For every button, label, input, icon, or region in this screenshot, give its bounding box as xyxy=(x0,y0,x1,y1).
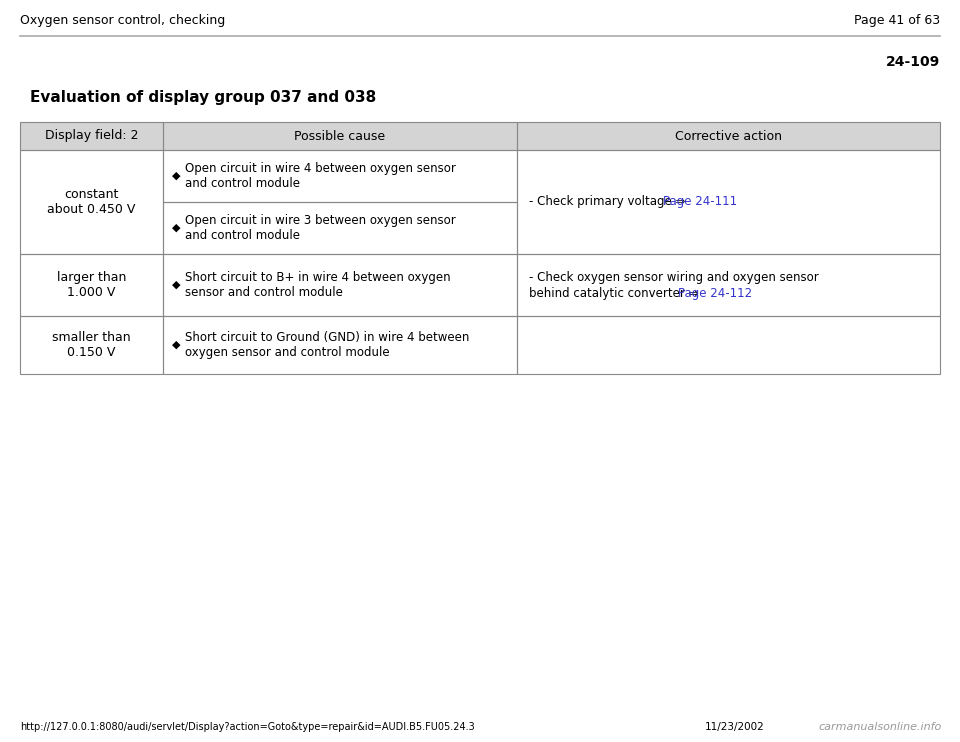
Text: 11/23/2002: 11/23/2002 xyxy=(705,722,765,732)
Bar xyxy=(516,254,940,316)
Bar xyxy=(20,150,162,254)
Text: - Check oxygen sensor wiring and oxygen sensor: - Check oxygen sensor wiring and oxygen … xyxy=(529,271,819,283)
Text: 24-109: 24-109 xyxy=(886,55,940,69)
Text: - Check primary voltage ⇒: - Check primary voltage ⇒ xyxy=(529,195,689,209)
Bar xyxy=(516,150,940,254)
Text: Short circuit to B+ in wire 4 between oxygen
sensor and control module: Short circuit to B+ in wire 4 between ox… xyxy=(184,271,450,299)
Text: ◆: ◆ xyxy=(172,280,180,290)
Text: Page 24-111: Page 24-111 xyxy=(662,195,737,209)
Bar xyxy=(20,122,940,150)
Text: Short circuit to Ground (GND) in wire 4 between
oxygen sensor and control module: Short circuit to Ground (GND) in wire 4 … xyxy=(184,331,469,359)
Text: Display field: 2: Display field: 2 xyxy=(44,130,138,142)
Bar xyxy=(162,316,516,374)
Bar xyxy=(20,122,162,150)
Text: larger than
1.000 V: larger than 1.000 V xyxy=(57,271,126,299)
Text: ◆: ◆ xyxy=(172,340,180,350)
Text: ◆: ◆ xyxy=(172,171,180,181)
Text: Possible cause: Possible cause xyxy=(294,130,385,142)
Text: behind catalytic converter ⇒: behind catalytic converter ⇒ xyxy=(529,286,702,300)
Text: http://127.0.0.1:8080/audi/servlet/Display?action=Goto&type=repair&id=AUDI.B5.FU: http://127.0.0.1:8080/audi/servlet/Displ… xyxy=(20,722,475,732)
Bar xyxy=(162,150,516,202)
Bar xyxy=(516,122,940,150)
Text: ◆: ◆ xyxy=(172,223,180,233)
Text: Open circuit in wire 4 between oxygen sensor
and control module: Open circuit in wire 4 between oxygen se… xyxy=(184,162,455,190)
Bar xyxy=(516,316,940,374)
Text: Oxygen sensor control, checking: Oxygen sensor control, checking xyxy=(20,14,226,27)
Text: Page 41 of 63: Page 41 of 63 xyxy=(853,14,940,27)
Bar xyxy=(20,316,162,374)
Text: Evaluation of display group 037 and 038: Evaluation of display group 037 and 038 xyxy=(30,90,376,105)
Text: smaller than
0.150 V: smaller than 0.150 V xyxy=(52,331,131,359)
Bar xyxy=(162,122,516,150)
Bar xyxy=(162,202,516,254)
Text: carmanualsonline.info: carmanualsonline.info xyxy=(819,722,942,732)
Text: constant
about 0.450 V: constant about 0.450 V xyxy=(47,188,135,216)
Text: Corrective action: Corrective action xyxy=(675,130,781,142)
Bar xyxy=(20,254,162,316)
Bar xyxy=(162,254,516,316)
Text: Page 24-112: Page 24-112 xyxy=(678,286,753,300)
Text: Open circuit in wire 3 between oxygen sensor
and control module: Open circuit in wire 3 between oxygen se… xyxy=(184,214,455,242)
